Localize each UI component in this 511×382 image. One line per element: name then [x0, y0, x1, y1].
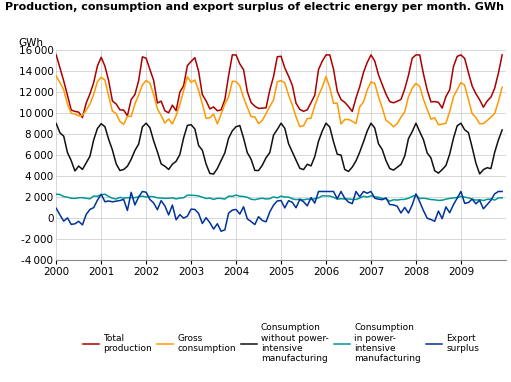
Consumption
in power-
intensive
manufacturing [492, 198, 498, 202]
Total
production [488, 95, 494, 99]
Consumption
without power-
intensive
manufacturing [413, 121, 419, 125]
Export
surplus [308, 195, 314, 200]
Consumption
in power-
intensive
manufacturing [304, 197, 310, 201]
Line: Consumption
in power-
intensive
manufacturing: Consumption in power- intensive manufact… [56, 194, 502, 201]
Line: Export
surplus: Export surplus [56, 191, 502, 231]
Consumption
without power-
intensive
manufacturing [53, 121, 59, 126]
Consumption
in power-
intensive
manufacturing [364, 195, 370, 199]
Gross
consumption [360, 100, 366, 104]
Text: Production, consumption and export surplus of electric energy per month. GWh: Production, consumption and export surpl… [5, 2, 504, 12]
Legend: Total
production, Gross
consumption, Consumption
without power-
intensive
manufa: Total production, Gross consumption, Con… [83, 323, 479, 363]
Consumption
in power-
intensive
manufacturing [177, 196, 183, 200]
Consumption
without power-
intensive
manufacturing [308, 163, 314, 168]
Export
surplus [499, 189, 505, 194]
Consumption
without power-
intensive
manufacturing [368, 121, 374, 125]
Export
surplus [368, 189, 374, 194]
Consumption
without power-
intensive
manufacturing [177, 152, 183, 157]
Gross
consumption [390, 125, 397, 129]
Export
surplus [140, 189, 146, 194]
Export
surplus [413, 192, 419, 196]
Consumption
without power-
intensive
manufacturing [492, 150, 498, 155]
Gross
consumption [488, 115, 494, 120]
Gross
consumption [499, 85, 505, 89]
Total
production [364, 60, 370, 65]
Export
surplus [218, 229, 224, 233]
Consumption
without power-
intensive
manufacturing [211, 172, 217, 176]
Consumption
in power-
intensive
manufacturing [151, 194, 157, 199]
Line: Gross
consumption: Gross consumption [56, 76, 502, 127]
Export
surplus [177, 212, 183, 217]
Gross
consumption [147, 81, 153, 86]
Consumption
without power-
intensive
manufacturing [143, 121, 149, 125]
Consumption
without power-
intensive
manufacturing [151, 139, 157, 143]
Consumption
in power-
intensive
manufacturing [53, 192, 59, 196]
Total
production [499, 53, 505, 57]
Total
production [79, 115, 85, 120]
Text: GWh: GWh [18, 37, 43, 48]
Total
production [53, 53, 59, 57]
Export
surplus [151, 201, 157, 205]
Consumption
in power-
intensive
manufacturing [102, 192, 108, 196]
Total
production [304, 107, 310, 112]
Gross
consumption [300, 123, 307, 128]
Total
production [151, 78, 157, 83]
Line: Consumption
without power-
intensive
manufacturing: Consumption without power- intensive man… [56, 123, 502, 174]
Line: Total
production: Total production [56, 55, 502, 118]
Gross
consumption [409, 86, 415, 91]
Gross
consumption [53, 74, 59, 78]
Consumption
in power-
intensive
manufacturing [499, 196, 505, 200]
Export
surplus [53, 206, 59, 210]
Total
production [409, 56, 415, 60]
Gross
consumption [173, 113, 179, 118]
Consumption
in power-
intensive
manufacturing [387, 199, 393, 204]
Total
production [177, 90, 183, 94]
Export
surplus [492, 192, 498, 196]
Consumption
without power-
intensive
manufacturing [499, 128, 505, 132]
Consumption
in power-
intensive
manufacturing [413, 193, 419, 197]
